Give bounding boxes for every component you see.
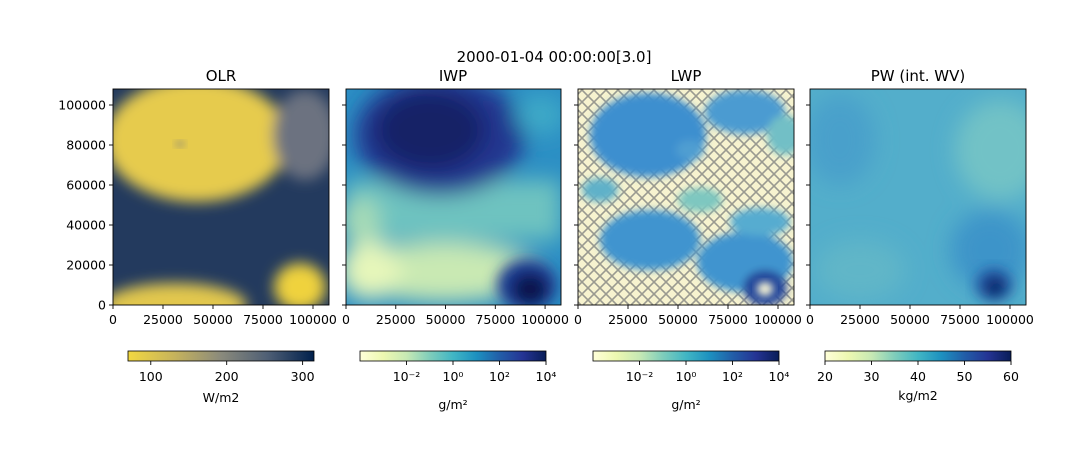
- x-tick-label: 25000: [608, 312, 648, 327]
- x-tick-label: 0: [109, 312, 117, 327]
- colorbar-label-pw: kg/m2: [898, 388, 938, 403]
- colorbar-tick-label: 100: [139, 369, 163, 384]
- x-tick-label: 50000: [193, 312, 233, 327]
- pw-field: [810, 89, 1026, 305]
- panel-title-olr: OLR: [206, 67, 237, 85]
- figure-suptitle: 2000-01-04 00:00:00[3.0]: [457, 48, 652, 66]
- x-tick-label: 25000: [840, 312, 880, 327]
- y-tick-label: 80000: [66, 138, 106, 153]
- colorbar-tick-label: 40: [910, 369, 926, 384]
- colorbar-tick-label: 60: [1003, 369, 1019, 384]
- y-tick-label: 100000: [58, 98, 106, 113]
- y-tick-label: 0: [98, 298, 106, 313]
- colorbar-tick-label: 10⁻²: [393, 369, 421, 384]
- colorbar-tick-label: 10⁴: [769, 369, 790, 384]
- iwp-field: [346, 89, 561, 305]
- panel-title-pw: PW (int. WV): [871, 67, 966, 85]
- colorbar-label-olr: W/m2: [203, 390, 240, 405]
- colorbar-label-iwp: g/m²: [438, 397, 467, 412]
- panel-iwp: IWP: [345, 67, 562, 306]
- colorbar-tick-label: 10⁴: [536, 369, 557, 384]
- colorbar-tick-label: 10²: [722, 369, 743, 384]
- x-tick-label: 25000: [376, 312, 416, 327]
- colorbar-label-lwp: g/m²: [671, 397, 700, 412]
- x-tick-label: 0: [806, 312, 814, 327]
- x-tick-label: 75000: [475, 312, 515, 327]
- x-tick-label: 50000: [426, 312, 466, 327]
- colorbar-olr: W/m2: [127, 350, 315, 405]
- colorbar-tick-label: 10²: [489, 369, 510, 384]
- colorbar-tick-label: 20: [817, 369, 833, 384]
- x-tick-label: 75000: [708, 312, 748, 327]
- y-tick-label: 40000: [66, 218, 106, 233]
- colorbar-tick-label: 200: [215, 369, 239, 384]
- x-tick-label: 25000: [143, 312, 183, 327]
- x-tick-label: 100000: [521, 312, 569, 327]
- x-tick-label: 100000: [986, 312, 1034, 327]
- x-tick-label: 75000: [940, 312, 980, 327]
- colorbar-tick-label: 30: [864, 369, 880, 384]
- x-tick-label: 100000: [754, 312, 802, 327]
- x-tick-label: 50000: [658, 312, 698, 327]
- panel-title-lwp: LWP: [671, 67, 702, 85]
- y-tick-label: 60000: [66, 178, 106, 193]
- x-tick-label: 75000: [243, 312, 283, 327]
- colorbar-tick-label: 10⁻²: [626, 369, 654, 384]
- colorbar-tick-label: 50: [957, 369, 973, 384]
- panel-lwp: LWP: [577, 67, 795, 306]
- lwp-field: [578, 89, 794, 305]
- y-tick-label: 20000: [66, 258, 106, 273]
- axes-layer: 0 25000 50000 75000 100000 0 20000 40000 60000 80…: [58, 98, 1034, 328]
- colorbar-tick-label: 300: [291, 369, 315, 384]
- colorbar-ticks-layer: 100 200 300 10⁻² 10⁰ 10² 10⁴ 10⁻² 10⁰ 10² 10⁴ 20 30 4…: [139, 361, 1019, 384]
- olr-field: [113, 89, 329, 305]
- colorbar-tick-label: 10⁰: [443, 369, 464, 384]
- x-tick-label: 0: [574, 312, 582, 327]
- colorbar-tick-label: 10⁰: [676, 369, 697, 384]
- panel-pw: PW (int. WV): [809, 67, 1027, 306]
- panel-olr: OLR: [112, 67, 330, 306]
- x-tick-label: 100000: [289, 312, 337, 327]
- x-tick-label: 0: [342, 312, 350, 327]
- panel-title-iwp: IWP: [439, 67, 467, 85]
- x-tick-label: 50000: [890, 312, 930, 327]
